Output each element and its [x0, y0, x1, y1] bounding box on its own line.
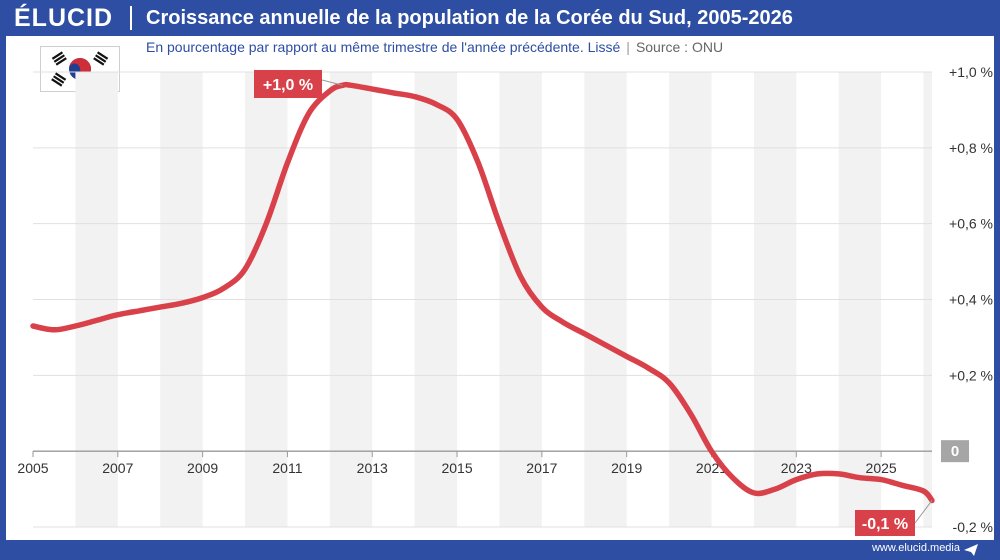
footer-bar [0, 540, 1000, 560]
subtitle-separator: | [626, 39, 630, 55]
x-tick-label: 2025 [866, 460, 897, 476]
x-tick-label: 2023 [781, 460, 812, 476]
source-label: Source : ONU [635, 39, 724, 55]
annotation-badge-max [254, 70, 322, 98]
growth-series-line [30, 81, 935, 504]
annotation-label-max: +1,0 % [263, 77, 313, 94]
header-bar: ÉLUCID Croissance annuelle de la populat… [0, 0, 1000, 36]
x-tick-label: 2019 [611, 460, 642, 476]
brand-logo[interactable]: ÉLUCID [14, 4, 114, 32]
x-tick-label: 2009 [187, 460, 218, 476]
x-tick-label: 2013 [357, 460, 388, 476]
paper-plane-icon [964, 544, 978, 556]
x-tick-label: 2011 [272, 460, 302, 476]
y-tick-label: +0,6 % [949, 216, 993, 232]
y-tick-label: 0 [951, 443, 959, 460]
annotation-leader [321, 79, 343, 86]
header-divider [130, 6, 132, 30]
x-tick-label: 2007 [102, 460, 133, 476]
y-tick-label: +1,0 % [949, 64, 993, 80]
annotation-label-end: -0,1 % [862, 516, 908, 533]
x-tick-label: 2017 [526, 460, 557, 476]
annotation-badge-end [855, 510, 915, 536]
chart-title: Croissance annuelle de la population de … [146, 7, 793, 29]
chart-subtitle: En pourcentage par rapport au même trime… [146, 39, 723, 55]
x-tick-label: 2005 [17, 460, 48, 476]
y-tick-label: +0,8 % [949, 140, 993, 156]
y-tick-label: +0,4 % [949, 292, 993, 308]
website-link[interactable]: www.elucid.media [871, 542, 960, 554]
annotation-leader [914, 500, 933, 524]
subtitle-text: En pourcentage par rapport au même trime… [146, 39, 621, 55]
y-tick-label: +0,2 % [949, 367, 993, 383]
x-tick-label: 2015 [441, 460, 472, 476]
y-tick-label: -0,2 % [953, 519, 993, 535]
zero-badge [941, 440, 969, 463]
